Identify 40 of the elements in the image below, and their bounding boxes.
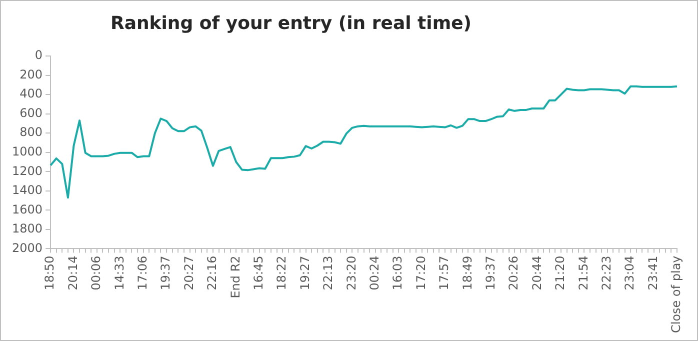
x-tick-label: 22:23 xyxy=(600,256,614,290)
x-tick-label: 22:13 xyxy=(321,256,336,290)
x-tick-label: 14:33 xyxy=(112,256,126,290)
x-tick-label: 20:14 xyxy=(66,256,80,290)
x-tick-label: 19:37 xyxy=(484,256,498,290)
x-tick-label: 20:26 xyxy=(506,256,521,290)
y-tick-label: 200 xyxy=(20,67,43,82)
y-tick-label: 400 xyxy=(20,86,43,101)
x-tick-label: 18:49 xyxy=(460,256,474,290)
y-tick-label: 1200 xyxy=(12,164,43,178)
y-tick-label: 0 xyxy=(34,48,43,62)
x-tick-label: 00:06 xyxy=(89,256,104,290)
x-tick-label: 21:20 xyxy=(553,256,568,290)
x-tick-label: 17:57 xyxy=(437,256,452,290)
x-tick-label: 19:37 xyxy=(158,256,173,290)
x-tick-label: 19:27 xyxy=(298,256,312,290)
y-tick-label: 1800 xyxy=(12,222,43,236)
x-tick-label: 17:06 xyxy=(135,256,150,290)
y-tick-label: 600 xyxy=(20,106,43,120)
y-tick-label: 1600 xyxy=(12,202,43,216)
x-tick-label: Close of play xyxy=(669,256,684,334)
x-tick-label: 20:27 xyxy=(182,256,196,290)
x-tick-label: 00:24 xyxy=(367,256,382,290)
y-tick-label: 1000 xyxy=(12,144,43,158)
x-tick-label: 18:22 xyxy=(274,256,289,290)
y-tick-label: 2000 xyxy=(12,240,43,255)
x-tick-label: 17:20 xyxy=(414,256,428,290)
chart-title: Ranking of your entry (in real time) xyxy=(109,13,473,34)
x-tick-label: 18:50 xyxy=(42,256,57,290)
x-tick-label: 16:03 xyxy=(390,256,405,290)
x-tick-label: End R2 xyxy=(228,256,242,298)
x-tick-label: 21:54 xyxy=(576,256,590,290)
x-tick-label: 22:16 xyxy=(205,256,220,290)
y-tick-label: 1400 xyxy=(12,183,43,198)
x-tick-label: 16:45 xyxy=(251,256,266,290)
x-tick-label: 20:44 xyxy=(530,256,544,290)
x-tick-label: 23:04 xyxy=(622,256,637,290)
x-tick-label: 23:20 xyxy=(344,256,358,290)
y-tick-label: 800 xyxy=(20,125,43,140)
x-tick-label: 23:41 xyxy=(646,256,660,290)
